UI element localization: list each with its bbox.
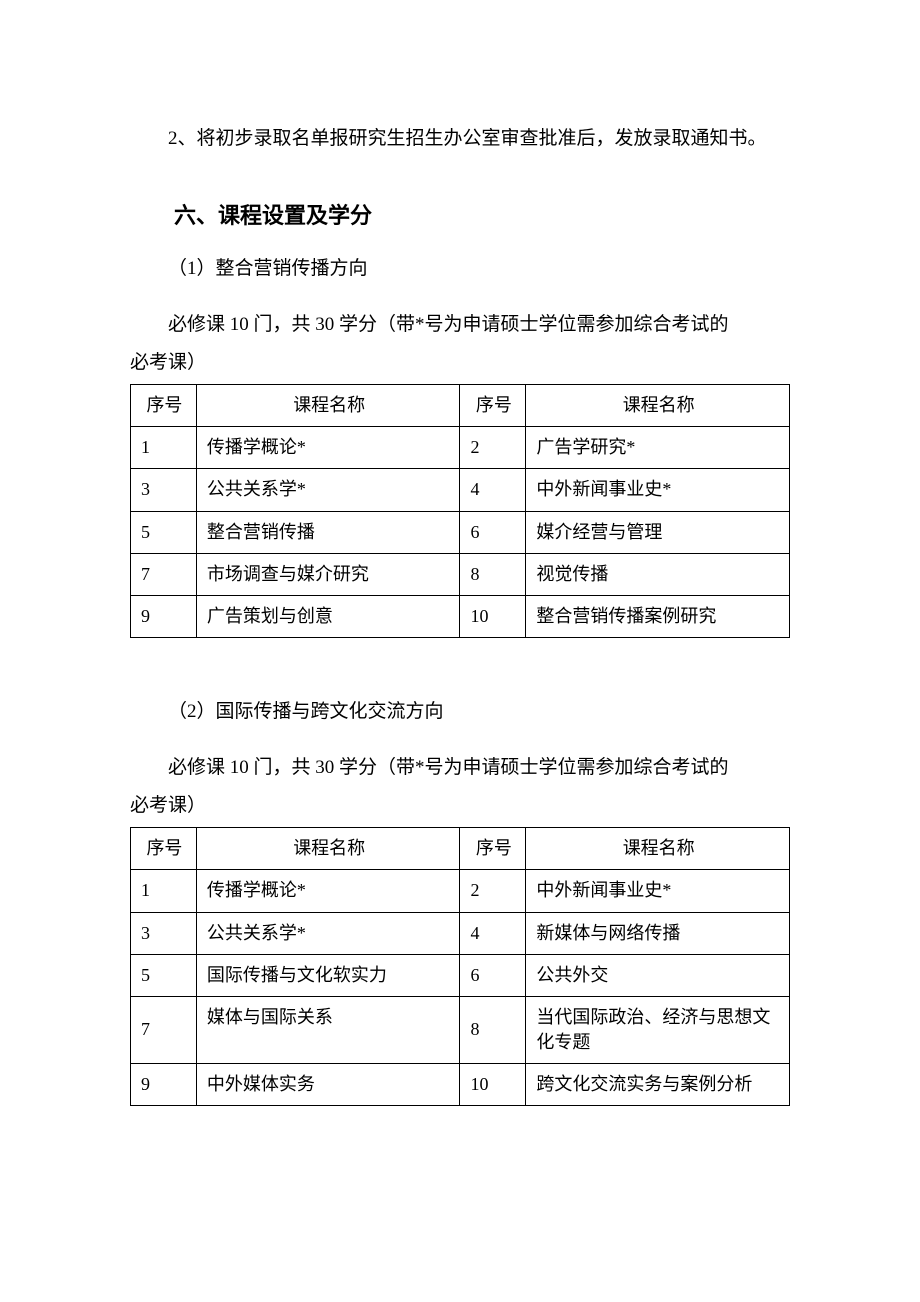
direction2-lead-line2: 必考课） [130, 787, 790, 825]
seq-cell: 5 [131, 511, 197, 553]
col-header-seq: 序号 [131, 828, 197, 870]
seq-cell: 2 [460, 870, 526, 912]
intro-paragraph: 2、将初步录取名单报研究生招生办公室审查批准后，发放录取通知书。 [130, 120, 790, 158]
course-cell: 广告策划与创意 [196, 595, 460, 637]
course-cell: 传播学概论* [196, 870, 460, 912]
table-row: 9 中外媒体实务 10 跨文化交流实务与案例分析 [131, 1064, 790, 1106]
col-header-name2: 课程名称 [526, 828, 790, 870]
col-header-seq: 序号 [131, 385, 197, 427]
direction1-lead-line2: 必考课） [130, 344, 790, 382]
table-row: 5 整合营销传播 6 媒介经营与管理 [131, 511, 790, 553]
seq-cell: 2 [460, 427, 526, 469]
seq-cell: 6 [460, 954, 526, 996]
table-row: 7 媒体与国际关系 8 当代国际政治、经济与思想文化专题 [131, 996, 790, 1063]
seq-cell: 7 [131, 553, 197, 595]
col-header-seq2: 序号 [460, 385, 526, 427]
course-cell: 公共外交 [526, 954, 790, 996]
table-row: 9 广告策划与创意 10 整合营销传播案例研究 [131, 595, 790, 637]
seq-cell: 5 [131, 954, 197, 996]
course-cell: 公共关系学* [196, 469, 460, 511]
seq-cell: 8 [460, 553, 526, 595]
table-row: 1 传播学概论* 2 广告学研究* [131, 427, 790, 469]
seq-cell: 9 [131, 595, 197, 637]
direction1-lead-line1: 必修课 10 门，共 30 学分（带*号为申请硕士学位需参加综合考试的 [130, 306, 790, 344]
course-cell: 跨文化交流实务与案例分析 [526, 1064, 790, 1106]
course-cell: 视觉传播 [526, 553, 790, 595]
course-cell: 传播学概论* [196, 427, 460, 469]
course-cell: 媒体与国际关系 [196, 996, 460, 1063]
table-header-row: 序号 课程名称 序号 课程名称 [131, 385, 790, 427]
course-cell: 市场调查与媒介研究 [196, 553, 460, 595]
col-header-seq2: 序号 [460, 828, 526, 870]
course-cell: 中外媒体实务 [196, 1064, 460, 1106]
course-cell: 中外新闻事业史* [526, 469, 790, 511]
course-cell: 广告学研究* [526, 427, 790, 469]
table-row: 3 公共关系学* 4 中外新闻事业史* [131, 469, 790, 511]
table-row: 7 市场调查与媒介研究 8 视觉传播 [131, 553, 790, 595]
seq-cell: 7 [131, 996, 197, 1063]
seq-cell: 3 [131, 469, 197, 511]
direction2-title: （2）国际传播与跨文化交流方向 [130, 693, 790, 731]
table-row: 1 传播学概论* 2 中外新闻事业史* [131, 870, 790, 912]
col-header-name: 课程名称 [196, 385, 460, 427]
direction2-table: 序号 课程名称 序号 课程名称 1 传播学概论* 2 中外新闻事业史* 3 公共… [130, 827, 790, 1106]
course-cell: 新媒体与网络传播 [526, 912, 790, 954]
course-cell: 当代国际政治、经济与思想文化专题 [526, 996, 790, 1063]
course-cell: 媒介经营与管理 [526, 511, 790, 553]
seq-cell: 10 [460, 1064, 526, 1106]
table-header-row: 序号 课程名称 序号 课程名称 [131, 828, 790, 870]
table-row: 5 国际传播与文化软实力 6 公共外交 [131, 954, 790, 996]
course-cell: 公共关系学* [196, 912, 460, 954]
seq-cell: 8 [460, 996, 526, 1063]
course-cell: 中外新闻事业史* [526, 870, 790, 912]
seq-cell: 4 [460, 912, 526, 954]
table-row: 3 公共关系学* 4 新媒体与网络传播 [131, 912, 790, 954]
direction2-lead-line1: 必修课 10 门，共 30 学分（带*号为申请硕士学位需参加综合考试的 [130, 749, 790, 787]
seq-cell: 9 [131, 1064, 197, 1106]
course-cell: 整合营销传播 [196, 511, 460, 553]
seq-cell: 10 [460, 595, 526, 637]
section-heading: 六、课程设置及学分 [130, 198, 790, 230]
seq-cell: 3 [131, 912, 197, 954]
direction1-table: 序号 课程名称 序号 课程名称 1 传播学概论* 2 广告学研究* 3 公共关系… [130, 384, 790, 638]
course-cell: 整合营销传播案例研究 [526, 595, 790, 637]
seq-cell: 6 [460, 511, 526, 553]
seq-cell: 1 [131, 870, 197, 912]
col-header-name: 课程名称 [196, 828, 460, 870]
col-header-name2: 课程名称 [526, 385, 790, 427]
seq-cell: 4 [460, 469, 526, 511]
course-cell: 国际传播与文化软实力 [196, 954, 460, 996]
page: 2、将初步录取名单报研究生招生办公室审查批准后，发放录取通知书。 六、课程设置及… [0, 0, 920, 1302]
direction1-title: （1）整合营销传播方向 [130, 250, 790, 288]
seq-cell: 1 [131, 427, 197, 469]
